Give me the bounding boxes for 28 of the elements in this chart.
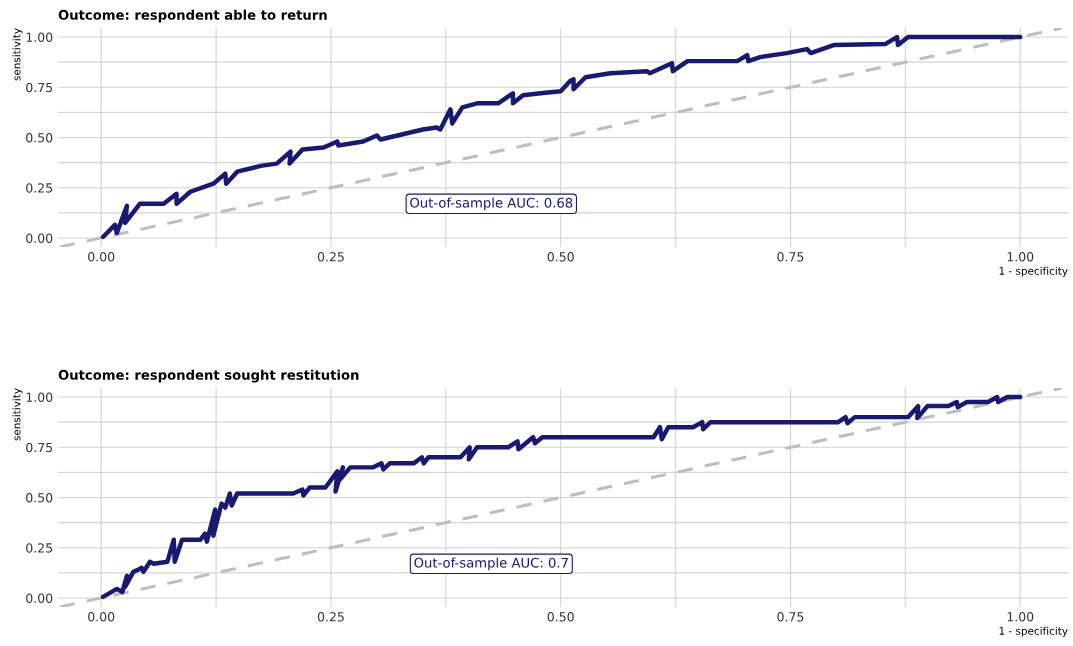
y-tick-label: 0.75 — [26, 442, 53, 453]
x-tick-label: 0.50 — [547, 252, 574, 262]
chart-title: Outcome: respondent sought restitution — [58, 369, 359, 383]
y-tick-label: 0.00 — [26, 233, 53, 243]
x-tick-label: 1.00 — [1007, 252, 1034, 262]
x-tick-label: 0.00 — [88, 612, 115, 622]
annotation: Out-of-sample AUC: 0.7 — [414, 557, 568, 571]
x-axis-title: 1 - specificity — [999, 266, 1068, 277]
x-tick-label: 0.00 — [88, 252, 115, 262]
x-tick-label: 0.25 — [317, 612, 344, 622]
y-tick-label: 0.25 — [26, 183, 53, 193]
x-axis-title: 1 - specificity — [999, 626, 1068, 637]
y-tick-label: 0.25 — [26, 543, 53, 553]
x-tick-label: 0.25 — [317, 252, 344, 262]
y-axis-title: sensitivity — [12, 388, 23, 441]
y-axis-title: sensitivity — [12, 28, 23, 81]
y-tick-label: 0.00 — [26, 593, 53, 603]
x-tick-label: 0.75 — [777, 612, 804, 622]
x-tick-label: 0.50 — [547, 612, 574, 622]
y-tick-label: 0.75 — [26, 82, 53, 93]
y-tick-label: 1.00 — [26, 32, 53, 42]
x-tick-label: 0.75 — [777, 252, 804, 262]
y-tick-label: 0.50 — [26, 492, 53, 503]
x-tick-label: 1.00 — [1007, 612, 1034, 622]
annotation: Out-of-sample AUC: 0.68 — [410, 197, 573, 211]
y-tick-label: 1.00 — [26, 392, 53, 402]
chart-title: Outcome: respondent able to return — [58, 9, 327, 23]
y-tick-label: 0.50 — [26, 132, 53, 143]
